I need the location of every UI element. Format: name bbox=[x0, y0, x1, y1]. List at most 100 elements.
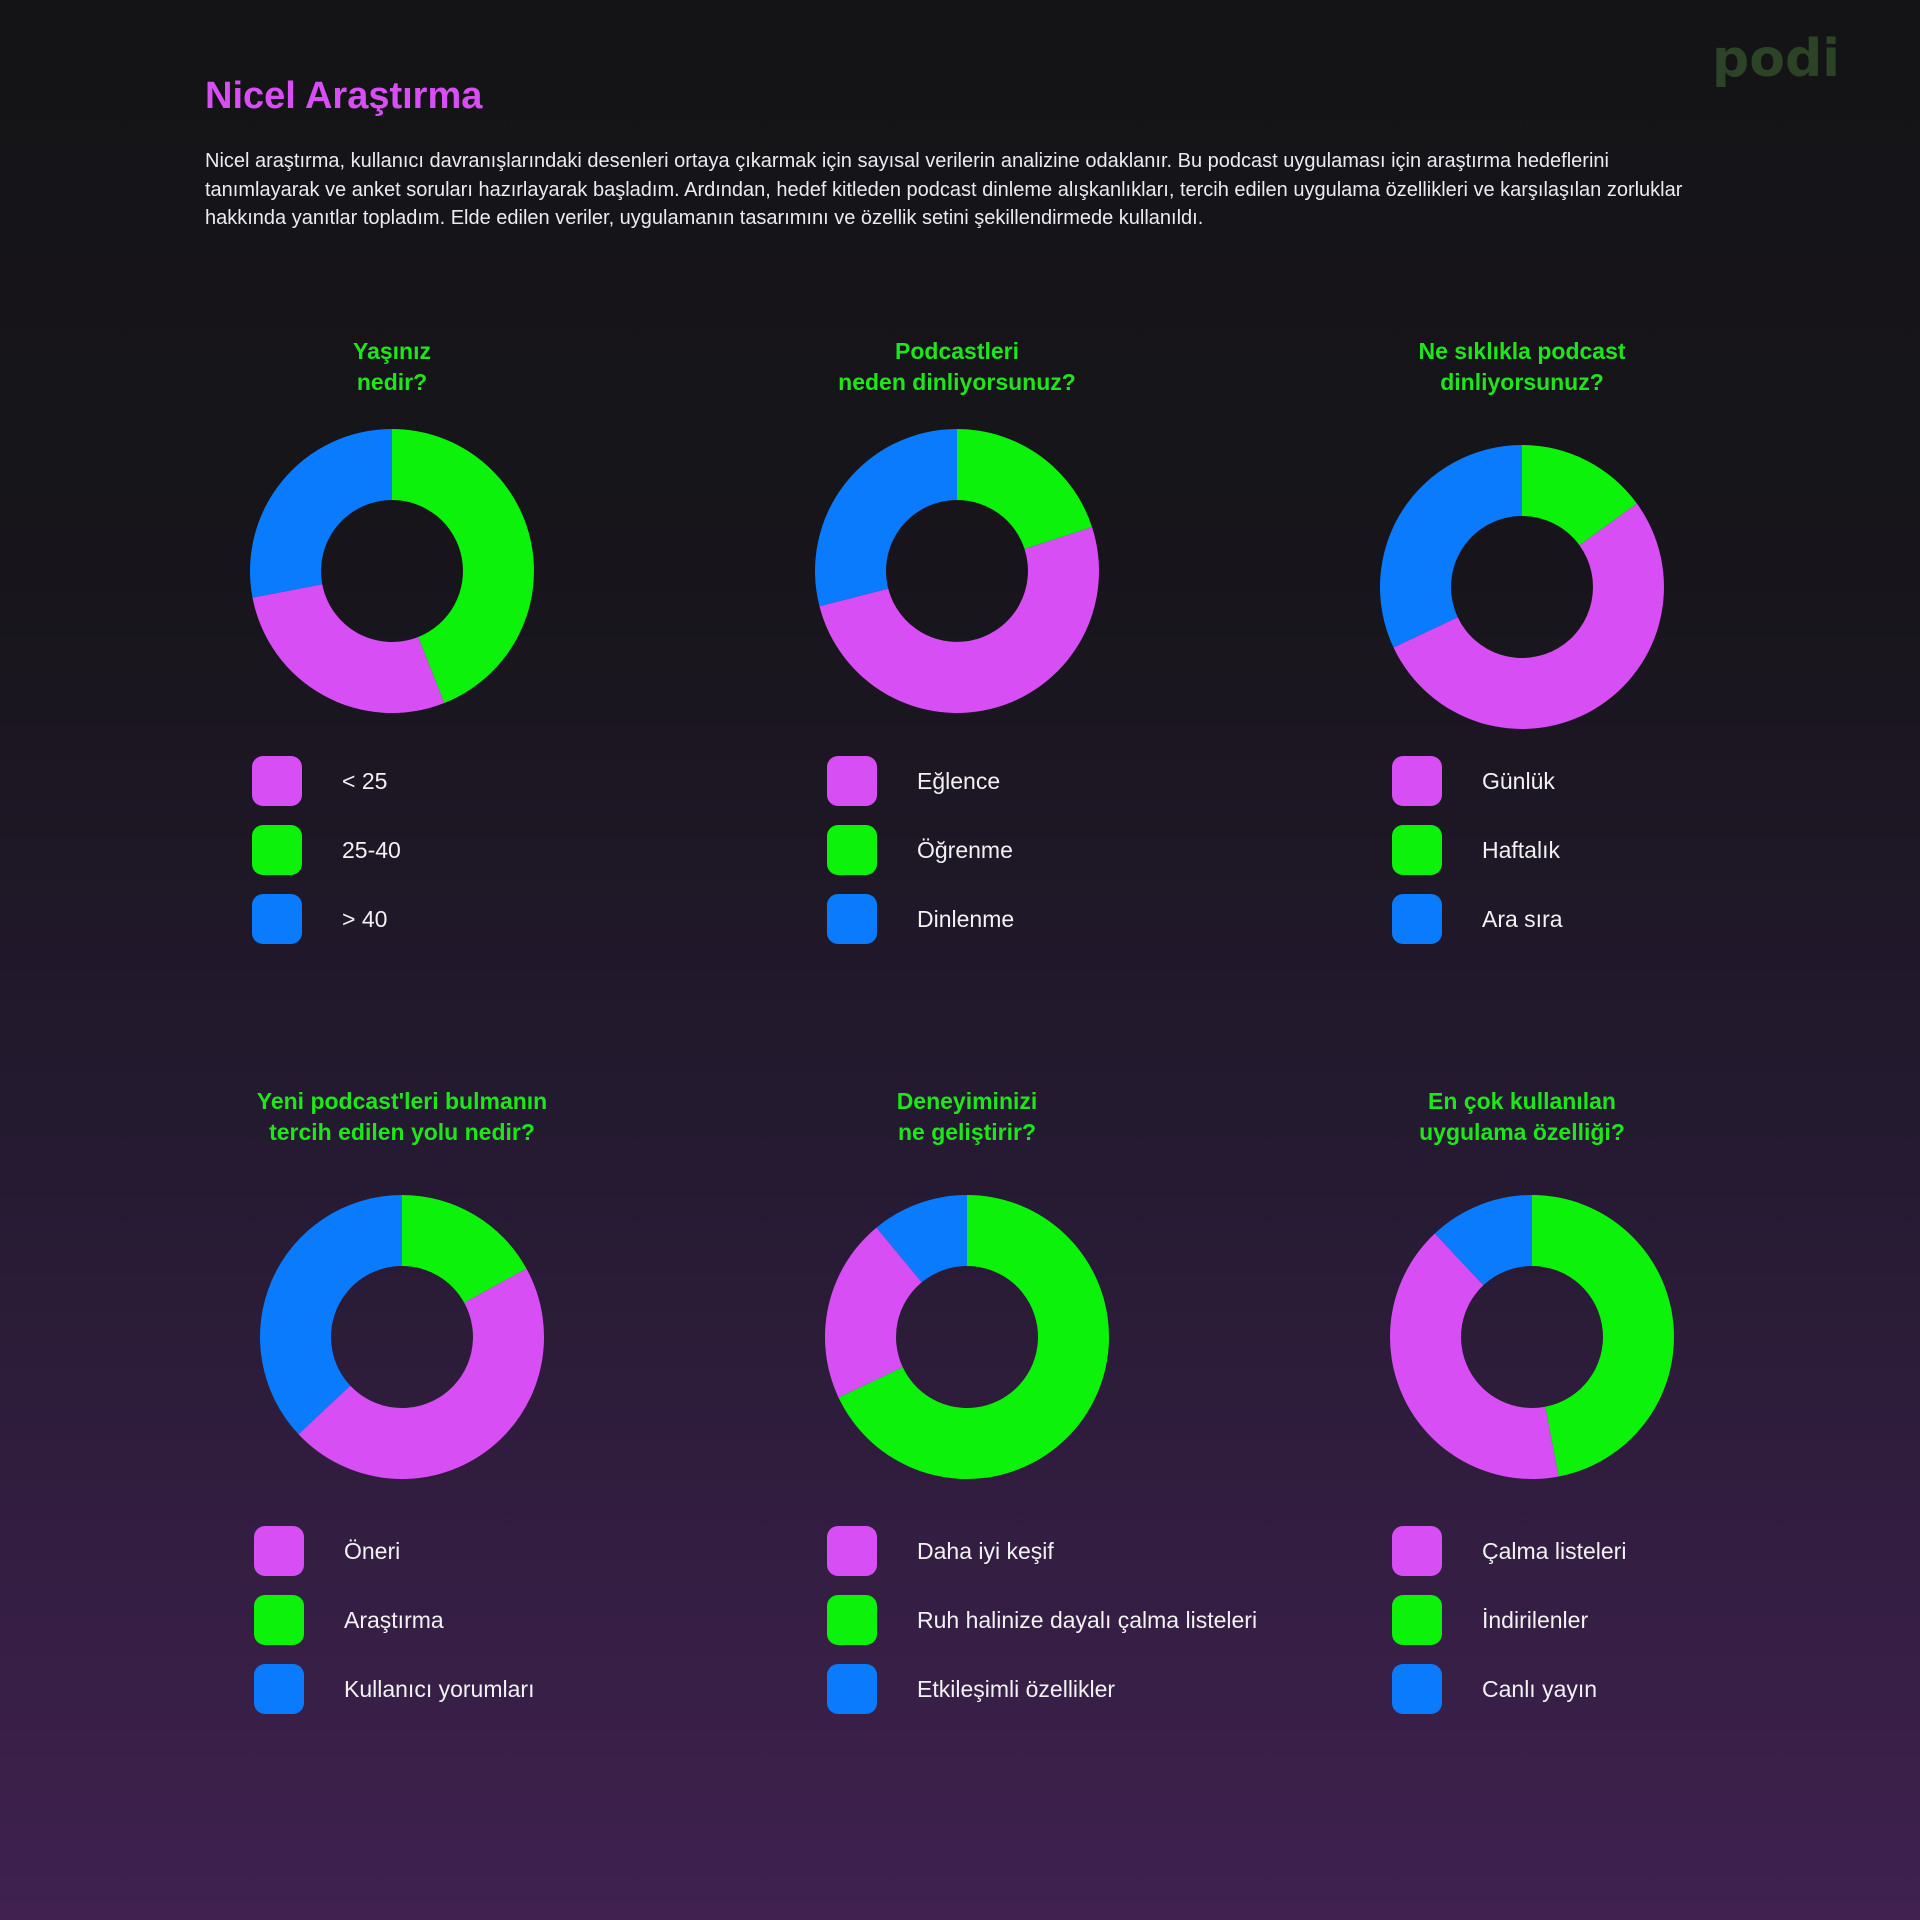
legend-item: > 40 bbox=[252, 894, 401, 944]
donut-slice bbox=[1434, 1195, 1532, 1286]
legend-item: 25-40 bbox=[252, 825, 401, 875]
legend-discovery: Öneri Araştırma Kullanıcı yorumları bbox=[254, 1526, 534, 1733]
chart-title: Yeni podcast'leri bulmanın tercih edilen… bbox=[256, 1088, 548, 1145]
legend-label: Daha iyi keşif bbox=[917, 1537, 1054, 1564]
podi-logo: podi bbox=[1712, 28, 1842, 92]
donut-slice bbox=[298, 1268, 545, 1480]
podi-logo-text: podi bbox=[1712, 29, 1840, 89]
donut-chart-age bbox=[250, 429, 535, 713]
legend-swatch-green bbox=[827, 825, 877, 875]
legend-swatch-pink bbox=[254, 1526, 304, 1576]
donut-slice bbox=[957, 429, 1093, 550]
chart-panel-improvement: Deneyiminizi ne geliştirir? Daha iyi keş… bbox=[687, 1086, 1257, 1806]
legend-label: Etkileşimli özellikler bbox=[917, 1675, 1116, 1702]
donut-slice bbox=[1532, 1195, 1674, 1477]
page-title: Nicel Araştırma bbox=[205, 75, 483, 117]
legend-age: < 25 25-40 > 40 bbox=[252, 756, 401, 963]
legend-label: Ara sıra bbox=[1482, 905, 1563, 932]
legend-label: > 40 bbox=[342, 905, 388, 932]
intro-paragraph: Nicel araştırma, kullanıcı davranışların… bbox=[205, 150, 1683, 229]
legend-item: Eğlence bbox=[827, 756, 1014, 806]
donut-slice bbox=[250, 429, 392, 598]
legend-item: Araştırma bbox=[254, 1595, 534, 1645]
legend-label: Çalma listeleri bbox=[1482, 1537, 1627, 1564]
legend-item: Etkileşimli özellikler bbox=[827, 1664, 1257, 1714]
donut-chart-frequency bbox=[1379, 445, 1664, 729]
legend-item: Canlı yayın bbox=[1392, 1664, 1626, 1714]
legend-item: Daha iyi keşif bbox=[827, 1526, 1257, 1576]
legend-label: 25-40 bbox=[342, 836, 401, 863]
chart-title: En çok kullanılan uygulama özelliği? bbox=[1419, 1088, 1625, 1145]
legend-label: İndirilenler bbox=[1482, 1606, 1589, 1633]
legend-swatch-blue bbox=[1392, 894, 1442, 944]
legend-swatch-pink bbox=[1392, 756, 1442, 806]
chart-panel-feature: En çok kullanılan uygulama özelliği? Çal… bbox=[1242, 1086, 1802, 1806]
legend-item: Günlük bbox=[1392, 756, 1563, 806]
legend-item: Ruh halinize dayalı çalma listeleri bbox=[827, 1595, 1257, 1645]
legend-label: Eğlence bbox=[917, 767, 1001, 794]
legend-frequency: Günlük Haftalık Ara sıra bbox=[1392, 756, 1563, 963]
chart-title: Ne sıklıkla podcast dinliyorsunuz? bbox=[1418, 338, 1626, 395]
donut-chart-discovery bbox=[259, 1195, 545, 1480]
donut-slice bbox=[876, 1195, 967, 1283]
donut-slice bbox=[819, 527, 1099, 713]
donut-slice bbox=[1390, 1233, 1559, 1479]
legend-swatch-green bbox=[1392, 1595, 1442, 1645]
legend-item: Öneri bbox=[254, 1526, 534, 1576]
chart-panel-frequency: Ne sıklıkla podcast dinliyorsunuz? Günlü… bbox=[1242, 336, 1802, 1056]
donut-slice bbox=[824, 1227, 922, 1398]
legend-item: Öğrenme bbox=[827, 825, 1014, 875]
legend-swatch-pink bbox=[252, 756, 302, 806]
legend-swatch-blue bbox=[827, 894, 877, 944]
chart-panel-age: Yaşınız nedir? < 25 25-40 > 40 bbox=[112, 336, 672, 1056]
chart-title: Podcastleri neden dinliyorsunuz? bbox=[838, 338, 1076, 395]
donut-slice bbox=[1379, 445, 1522, 648]
legend-swatch-blue bbox=[252, 894, 302, 944]
legend-label: Kullanıcı yorumları bbox=[344, 1675, 535, 1702]
donut-slice bbox=[814, 429, 957, 607]
legend-swatch-blue bbox=[827, 1664, 877, 1714]
legend-item: < 25 bbox=[252, 756, 401, 806]
donut-slice bbox=[838, 1195, 1109, 1479]
legend-swatch-green bbox=[252, 825, 302, 875]
donut-slice bbox=[392, 429, 535, 704]
donut-slice bbox=[1393, 503, 1664, 729]
chart-panel-reason: Podcastleri neden dinliyorsunuz? Eğlence… bbox=[677, 336, 1237, 1056]
legend-item: Haftalık bbox=[1392, 825, 1563, 875]
legend-swatch-blue bbox=[1392, 1664, 1442, 1714]
legend-swatch-pink bbox=[827, 756, 877, 806]
legend-label: Haftalık bbox=[1482, 836, 1560, 863]
donut-slice bbox=[1522, 445, 1637, 546]
legend-label: Canlı yayın bbox=[1482, 1675, 1598, 1702]
legend-label: Dinlenme bbox=[917, 905, 1015, 932]
legend-swatch-green bbox=[1392, 825, 1442, 875]
legend-label: Araştırma bbox=[344, 1606, 444, 1633]
legend-item: Çalma listeleri bbox=[1392, 1526, 1626, 1576]
legend-label: Öneri bbox=[344, 1537, 401, 1564]
donut-chart-improvement bbox=[824, 1195, 1109, 1479]
donut-chart-reason bbox=[814, 429, 1099, 713]
legend-item: İndirilenler bbox=[1392, 1595, 1626, 1645]
legend-swatch-green bbox=[254, 1595, 304, 1645]
legend-item: Dinlenme bbox=[827, 894, 1014, 944]
legend-label: Öğrenme bbox=[917, 836, 1013, 863]
legend-swatch-blue bbox=[254, 1664, 304, 1714]
donut-slice bbox=[252, 584, 445, 713]
legend-label: Ruh halinize dayalı çalma listeleri bbox=[917, 1606, 1258, 1633]
legend-swatch-green bbox=[827, 1595, 877, 1645]
legend-item: Kullanıcı yorumları bbox=[254, 1664, 534, 1714]
legend-label: < 25 bbox=[342, 767, 388, 794]
legend-swatch-pink bbox=[827, 1526, 877, 1576]
legend-item: Ara sıra bbox=[1392, 894, 1563, 944]
legend-label: Günlük bbox=[1482, 767, 1555, 794]
legend-swatch-pink bbox=[1392, 1526, 1442, 1576]
chart-title: Yaşınız nedir? bbox=[353, 338, 431, 395]
legend-reason: Eğlence Öğrenme Dinlenme bbox=[827, 756, 1014, 963]
donut-chart-feature bbox=[1390, 1195, 1674, 1479]
legend-feature: Çalma listeleri İndirilenler Canlı yayın bbox=[1392, 1526, 1626, 1733]
chart-panel-discovery: Yeni podcast'leri bulmanın tercih edilen… bbox=[122, 1086, 682, 1806]
legend-improvement: Daha iyi keşif Ruh halinize dayalı çalma… bbox=[827, 1526, 1257, 1733]
chart-title: Deneyiminizi ne geliştirir? bbox=[896, 1088, 1038, 1145]
donut-slice bbox=[402, 1195, 527, 1303]
donut-slice bbox=[259, 1195, 402, 1435]
